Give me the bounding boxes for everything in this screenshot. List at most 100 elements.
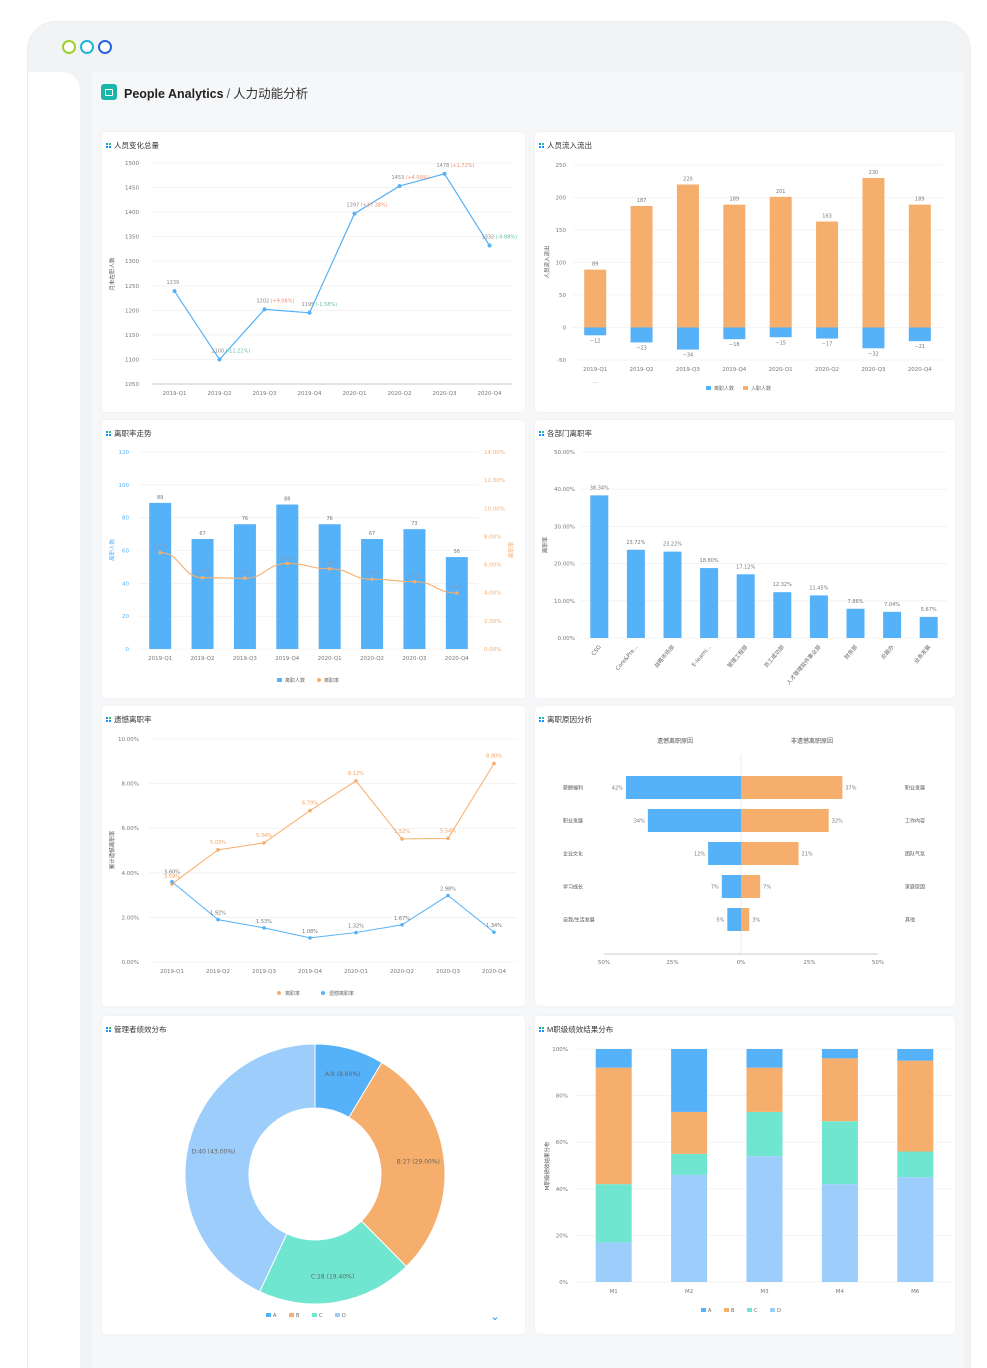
bar-label: 7% <box>711 885 719 891</box>
bar-label: 37% <box>845 786 856 792</box>
stack-segment-B <box>746 1067 783 1112</box>
y-tick-label: 1450 <box>125 186 139 192</box>
bar-label: 88 <box>284 497 290 503</box>
x-tick-label: Core&Pre... <box>615 644 640 672</box>
legend-label: 离职人数 <box>714 385 734 392</box>
data-label: 5.54% <box>440 828 456 834</box>
slice-label: B:27 (29.00%) <box>397 1159 440 1166</box>
x-tick-label: 25% <box>803 960 815 966</box>
donut-slice <box>184 1043 316 1293</box>
x-tick-label: 2020-Q1 <box>769 367 793 373</box>
panel-title: M职级绩效结果分布 <box>539 1024 613 1035</box>
bar-inflow <box>630 205 653 328</box>
bar-label: 163 <box>822 214 832 220</box>
stack-segment-A <box>821 1049 858 1059</box>
bar-label: 23.22% <box>663 542 682 548</box>
panel-title-text: 管理者绩效分布 <box>114 1025 167 1034</box>
window-dot-blue[interactable] <box>98 40 112 54</box>
x-tick-label: 总裁办 <box>879 643 896 661</box>
y-tick-label: 1400 <box>125 210 139 216</box>
change-label: (+4.00%) <box>406 175 430 181</box>
y-tick-label: 6.00% <box>122 826 139 832</box>
right-category: 其他 <box>905 917 915 924</box>
series-line <box>173 173 491 361</box>
data-label: 3.60% <box>164 870 180 876</box>
y2-tick-label: 8.00% <box>484 534 501 540</box>
legend-label: C <box>319 1313 323 1319</box>
title-icon <box>539 717 544 722</box>
rate-point <box>243 576 247 581</box>
bar-inflow <box>584 269 607 328</box>
panel-title-text: 各部门离职率 <box>547 429 592 438</box>
rate-point <box>158 550 162 555</box>
data-point <box>262 307 267 312</box>
y2-tick-label: 4.00% <box>484 591 501 597</box>
panel-title: 离职率走势 <box>106 428 152 439</box>
bar-dept <box>809 595 828 638</box>
y-tick-label: 1500 <box>125 161 139 167</box>
title-icon <box>539 431 544 436</box>
bar-count <box>403 529 426 649</box>
title-icon <box>106 431 111 436</box>
stack-segment-A <box>671 1049 708 1112</box>
bar-label: 32% <box>832 819 843 825</box>
data-label: 1195 <box>302 302 315 308</box>
window-dot-teal[interactable] <box>80 40 94 54</box>
y-tick-label: 80 <box>122 516 129 522</box>
bar-label: 89 <box>592 262 598 268</box>
chart-managers: A:8 (8.60%) B:27 (29.00%) C:18 (19.40%) D:4… <box>184 1043 500 1323</box>
x-tick-label: 2019-Q1 <box>148 656 172 662</box>
x-tick-label: 2019-Q1 <box>162 391 186 397</box>
bar-outflow <box>630 327 653 343</box>
bar-outflow <box>584 327 607 336</box>
data-label: 1332 <box>482 235 495 241</box>
x-tick-label: 2019-Q3 <box>233 656 258 662</box>
title-en: People Analytics <box>124 86 224 101</box>
x-tick-label: 2019-Q2 <box>191 656 215 662</box>
y-tick-label: 2.00% <box>122 915 139 921</box>
bar-label: 38.34% <box>590 485 609 491</box>
chart-dept: 0.00% 10.00% 20.00% 30.00% 40.00% 50.00% 离职率 38… <box>541 450 947 686</box>
change-label: (+9.06%) <box>271 298 295 304</box>
legend-swatch <box>321 991 325 995</box>
x-tick-label: 2020-Q2 <box>815 367 839 373</box>
bar-label: 201 <box>776 189 786 195</box>
bar-right <box>741 908 750 931</box>
bar-count <box>318 524 341 649</box>
data-point <box>308 808 312 813</box>
stack-segment-A <box>595 1049 632 1068</box>
legend-swatch <box>277 991 281 995</box>
data-label: 8.12% <box>348 771 364 777</box>
bar-left <box>708 842 741 865</box>
left-category: 自我/生活发展 <box>563 917 595 924</box>
y-tick-label: 0 <box>563 326 567 332</box>
window-dot-green[interactable] <box>62 40 76 54</box>
y-tick-label: 20% <box>556 1233 568 1239</box>
y2-tick-label: 12.00% <box>484 478 505 484</box>
stack-segment-C <box>671 1153 708 1175</box>
x-tick-label: 2019-Q4 <box>298 969 323 975</box>
stack-segment-D <box>671 1174 708 1282</box>
y-tick-label: -50 <box>557 358 566 364</box>
x-tick-label: 2019-Q3 <box>676 367 701 373</box>
change-label: (-11.22%) <box>226 348 251 354</box>
panel-title-text: 遗憾离职率 <box>114 715 152 724</box>
data-point <box>487 243 492 248</box>
title-icon <box>106 717 111 722</box>
data-label: 1453 <box>392 175 405 181</box>
bar-label: 5% <box>716 918 724 924</box>
x-tick-label: M3 <box>760 1289 769 1295</box>
chart-reasons: 50% 25% 0% 25% 50% 遗憾离职原因 非遗憾离职原因 42% 薪酬福利 37% 职业发… <box>563 737 925 966</box>
bar-dept <box>590 495 609 638</box>
stack-segment-D <box>746 1156 783 1282</box>
y-tick-label: 20.00% <box>554 562 575 568</box>
chart-turnover: 0 20 40 60 80 100 120 0.00% 2.00% 4.00% 6.00% 8.00%… <box>108 450 515 684</box>
rate-point <box>327 566 332 571</box>
bar-label: 73 <box>411 521 417 527</box>
y-tick-label: 40 <box>122 581 129 587</box>
data-point <box>217 357 222 362</box>
y-axis-label: 离职人数 <box>108 539 116 562</box>
y2-tick-label: 0.00% <box>484 647 501 653</box>
data-point <box>397 184 402 189</box>
x-tick-label: 2020-Q1 <box>318 656 342 662</box>
